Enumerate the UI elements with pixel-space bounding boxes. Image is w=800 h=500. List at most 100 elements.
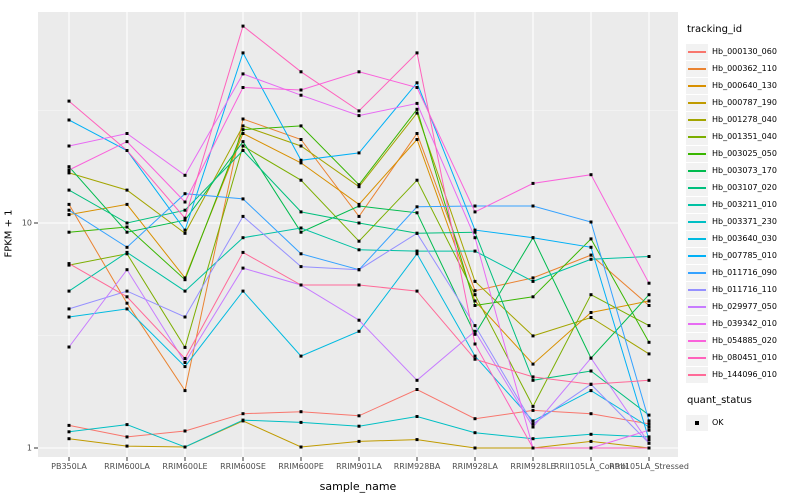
data-point: [241, 51, 245, 55]
data-point: [415, 231, 419, 235]
series-color-swatch: [686, 111, 708, 128]
series-color-swatch: [686, 315, 708, 332]
swatch-line-icon: [688, 101, 706, 104]
series-color-swatch: [686, 349, 708, 366]
legend-item-label: Hb_000130_060: [712, 47, 777, 56]
data-point: [531, 378, 535, 382]
data-point: [183, 216, 187, 220]
series-color-swatch: [686, 213, 708, 230]
data-point: [415, 252, 419, 256]
data-point: [647, 419, 651, 423]
legend-item-label: Hb_080451_010: [712, 353, 777, 362]
data-point: [473, 228, 477, 232]
data-point: [241, 72, 245, 76]
data-point: [647, 255, 651, 258]
data-point: [241, 24, 245, 28]
legend-item: Hb_001351_040: [686, 128, 798, 145]
data-point: [183, 228, 187, 232]
data-point: [183, 361, 187, 364]
data-point: [299, 144, 303, 148]
data-point: [473, 299, 477, 303]
data-point: [473, 446, 477, 450]
data-point: [589, 412, 593, 416]
series-color-swatch: [686, 298, 708, 315]
legend-item: Hb_000130_060: [686, 43, 798, 60]
data-point: [647, 299, 651, 303]
data-point: [357, 248, 361, 252]
legend-item: Hb_000640_130: [686, 77, 798, 94]
data-point: [67, 171, 71, 175]
legend-item: Hb_000362_110: [686, 60, 798, 77]
data-point: [647, 441, 651, 445]
data-point: [473, 342, 477, 346]
data-point: [531, 437, 535, 441]
legend-item: Hb_039342_010: [686, 315, 798, 332]
data-point: [241, 250, 245, 254]
data-point: [531, 419, 535, 423]
data-point: [415, 111, 419, 115]
data-point: [67, 230, 71, 234]
data-point: [299, 161, 303, 165]
series-color-swatch: [686, 264, 708, 281]
data-point: [415, 249, 419, 253]
data-point: [357, 239, 361, 243]
x-tick-label: RRIM928BA: [393, 462, 441, 471]
data-point: [67, 144, 71, 148]
legend-item: Hb_144096_010: [686, 366, 798, 383]
legend-item-label: Hb_003025_050: [712, 149, 777, 158]
data-point: [357, 151, 361, 155]
data-point: [531, 279, 535, 283]
data-point: [299, 226, 303, 230]
data-point: [125, 301, 129, 305]
data-point: [125, 221, 129, 225]
data-point: [357, 439, 361, 443]
data-point: [67, 289, 71, 293]
data-point: [415, 289, 419, 293]
swatch-line-icon: [688, 220, 706, 223]
data-point: [415, 132, 419, 135]
data-point: [125, 149, 129, 152]
series-color-swatch: [686, 162, 708, 179]
data-point: [125, 435, 129, 439]
legend-item-label: Hb_007785_010: [712, 251, 777, 260]
data-point: [589, 446, 593, 450]
legend-item-list: Hb_000130_060 Hb_000362_110 Hb_000640_130 H…: [686, 43, 798, 383]
x-tick-label: RRIM600LA: [104, 462, 150, 471]
data-point: [473, 332, 477, 336]
x-tick-label: RRII105LA_Stressed: [609, 462, 689, 471]
data-point: [125, 230, 129, 234]
data-point: [473, 357, 477, 361]
x-tick-label: RRIM901LA: [336, 462, 382, 471]
data-point: [531, 362, 535, 366]
data-point: [125, 289, 129, 293]
data-point: [589, 245, 593, 249]
data-point: [183, 278, 187, 282]
data-point: [299, 265, 303, 269]
legend-item: Hb_000787_190: [686, 94, 798, 111]
data-point: [299, 445, 303, 449]
data-point: [415, 211, 419, 215]
data-point: [299, 93, 303, 97]
data-point: [589, 257, 593, 261]
data-point: [357, 70, 361, 74]
data-point: [357, 318, 361, 322]
data-point: [67, 307, 71, 311]
data-point: [473, 249, 477, 253]
data-point: [183, 445, 187, 449]
data-point: [125, 202, 129, 206]
data-point: [357, 424, 361, 428]
data-point: [415, 415, 419, 418]
x-tick-label: RRIM928LA: [452, 462, 498, 471]
data-point: [125, 423, 129, 427]
legend-item-label: Hb_039342_010: [712, 319, 777, 328]
data-point: [647, 428, 651, 432]
x-tick-label: RRIM928LE: [510, 462, 556, 471]
swatch-line-icon: [688, 186, 706, 189]
data-point: [67, 430, 71, 434]
legend-item: Hb_003073_170: [686, 162, 798, 179]
data-point: [415, 438, 419, 442]
data-point: [415, 178, 419, 182]
data-point: [589, 316, 593, 319]
swatch-line-icon: [688, 339, 706, 342]
data-point: [415, 81, 419, 85]
